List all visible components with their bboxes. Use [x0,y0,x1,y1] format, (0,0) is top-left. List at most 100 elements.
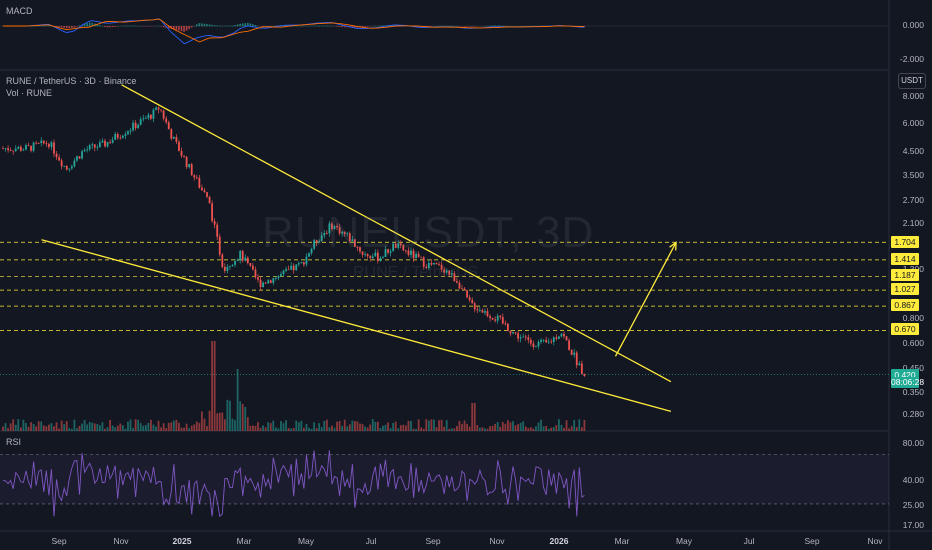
level-tag[interactable]: 0.867 [891,299,919,311]
level-tag[interactable]: 1.027 [891,283,919,295]
macd-histogram-bar [343,26,346,28]
candle-body [565,336,568,341]
macd-histogram-bar [203,23,206,27]
volume-bar [290,428,293,431]
volume-bar [63,424,66,431]
volume-bar [359,423,361,431]
macd-histogram-bar [257,25,259,27]
candle-body [221,254,224,267]
candle-body [580,363,583,374]
candle-body [124,134,127,136]
volume-bar [25,422,27,431]
candle-body [550,341,553,343]
volume-bar [361,424,364,431]
volume-bar [300,420,303,431]
macd-histogram-bar [486,25,489,27]
macd-histogram-bar [234,25,236,27]
volume-bar [27,426,30,431]
volume-bar [65,421,68,431]
volume-bar [195,421,198,431]
macd-histogram-bar [361,26,364,28]
candle-body [532,343,535,347]
candle-body [527,337,530,340]
candle-body [545,339,548,343]
candle-body [111,139,114,143]
candle-body [384,249,387,258]
volume-bar [440,419,443,431]
volume-bar [124,428,127,431]
volume-bar [555,425,558,431]
volume-bar [142,425,145,431]
macd-histogram-bar [63,26,65,28]
candle-body [229,265,231,267]
volume-bar [7,428,9,431]
volume-bar [471,403,474,431]
rsi-axis-label: 80.00 [902,438,924,448]
candle-body [14,148,17,152]
macd-histogram-bar [116,26,119,27]
candle-body [443,269,446,273]
candle-body [277,276,280,279]
volume-bar [211,341,213,431]
candle-body [223,266,226,271]
candle-body [425,266,428,269]
macd-histogram-bar [502,25,504,27]
macd-histogram-bar [88,22,91,27]
candle-body [333,225,336,230]
volume-bar [180,427,183,431]
candle-body [496,315,499,321]
volume-bar [175,419,178,431]
volume-bar [580,427,583,431]
candle-body [50,142,53,147]
volume-bar [257,422,259,431]
candle-body [157,107,160,110]
volume-bar [412,428,415,431]
candle-body [104,140,106,147]
volume-bar [208,410,211,431]
level-tag[interactable]: 1.187 [891,269,919,281]
volume-bar [19,427,22,431]
macd-histogram-bar [323,25,326,27]
macd-histogram-bar [351,26,354,28]
volume-bar [499,426,502,431]
volume-bar [308,427,310,431]
candle-body [17,146,20,149]
candle-body [155,107,157,110]
currency-button[interactable]: USDT [898,73,926,89]
macd-histogram-bar [229,25,231,27]
candle-body [578,363,581,366]
volume-bar [32,424,35,431]
macd-histogram-bar [354,26,356,28]
volume-bar [524,426,527,431]
time-axis-label: Jul [743,536,755,546]
macd-histogram-bar [252,24,254,27]
time-axis-label: May [297,536,315,546]
candle-body [343,231,346,234]
volume-bar [448,428,451,431]
level-tag[interactable]: 1.414 [891,253,919,265]
volume-bar [305,423,308,431]
volume-bar [325,419,328,431]
volume-bar [379,427,382,431]
macd-histogram-bar [180,26,183,32]
candle-body [201,187,203,191]
volume-bar [438,420,440,431]
candle-body [195,177,198,179]
volume-bar [193,424,196,431]
level-tag[interactable]: 1.704 [891,236,919,248]
volume-bar [58,428,60,431]
level-tag[interactable]: 0.670 [891,323,919,335]
candle-body [570,349,573,355]
candle-body [448,270,451,275]
candle-body [361,251,364,255]
symbol-title[interactable]: RUNE / TetherUS · 3D · Binance [6,76,137,86]
candle-body [22,149,25,151]
candle-body [27,145,30,146]
volume-bar [456,426,458,431]
candle-body [101,140,104,143]
candle-body [282,270,285,275]
macd-histogram-bar [216,25,218,27]
candle-body [175,137,178,142]
volume-bar [366,427,369,431]
